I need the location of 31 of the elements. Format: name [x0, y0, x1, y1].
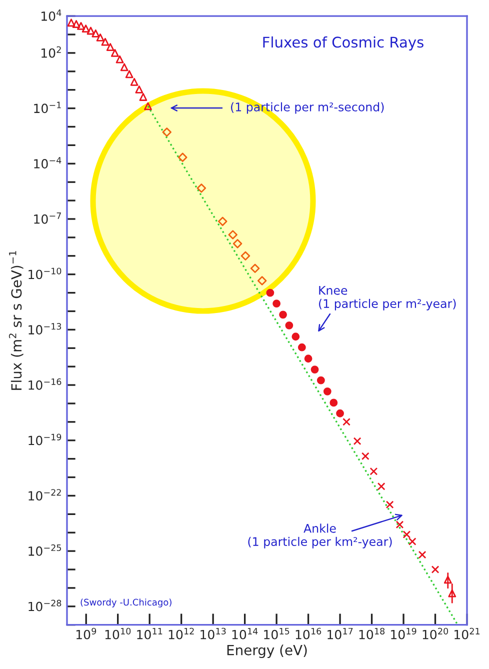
y-tick-label: 10$^{−19}$ [28, 434, 62, 446]
y-tick-label: 10$^{−7}$ [34, 212, 61, 224]
y-tick-label: 10$^{−1}$ [34, 102, 61, 114]
y-tick-label: 10$^{−28}$ [28, 600, 62, 612]
y-tick-label: 10$^{−22}$ [28, 489, 61, 501]
y-tick-label: 10$^{−16}$ [28, 378, 62, 390]
y-axis-title: Flux (m$^{2}$ sr s GeV)$^{−1}$ [8, 251, 24, 390]
y-tick-label: 10$^{−10}$ [28, 268, 62, 280]
annotation: Knee (1 particle per m²-year) [319, 286, 456, 310]
x-tick-label: 10$^{16}$ [296, 628, 322, 640]
text: Fluxes of Cosmic Rays [263, 36, 424, 51]
x-tick-label: 10$^{18}$ [359, 628, 385, 640]
x-axis-title: Energy (eV) [227, 644, 307, 658]
x-tick-label: 10$^{15}$ [264, 628, 290, 640]
x-tick-label: 10$^{12}$ [168, 628, 194, 640]
x-tick-label: 10$^{10}$ [105, 628, 131, 640]
x-tick-label: 10$^{13}$ [200, 628, 226, 640]
y-tick-label: 10$^{−4}$ [34, 157, 62, 168]
y-tick-label: 10$^{−25}$ [28, 544, 61, 556]
y-tick-label: 10$^{4}$ [42, 10, 62, 21]
x-tick-label: 10$^{17}$ [328, 628, 353, 640]
y-tick-label: 10$^{2}$ [42, 46, 61, 58]
x-tick-label: 10$^{21}$ [454, 628, 480, 640]
x-tick-label: 10$^{20}$ [422, 628, 448, 640]
y-tick-label: 10$^{−13}$ [28, 323, 62, 335]
x-tick-label: 10$^{19}$ [391, 628, 416, 640]
annotation: (Swordy -U.Chicago) [80, 598, 172, 608]
x-tick-label: 10$^{14}$ [232, 628, 258, 640]
annotation: Ankle (1 particle per km²-year) [248, 524, 392, 548]
x-tick-label: 10$^{9}$ [76, 628, 96, 640]
x-tick-label: 10$^{11}$ [137, 628, 162, 640]
